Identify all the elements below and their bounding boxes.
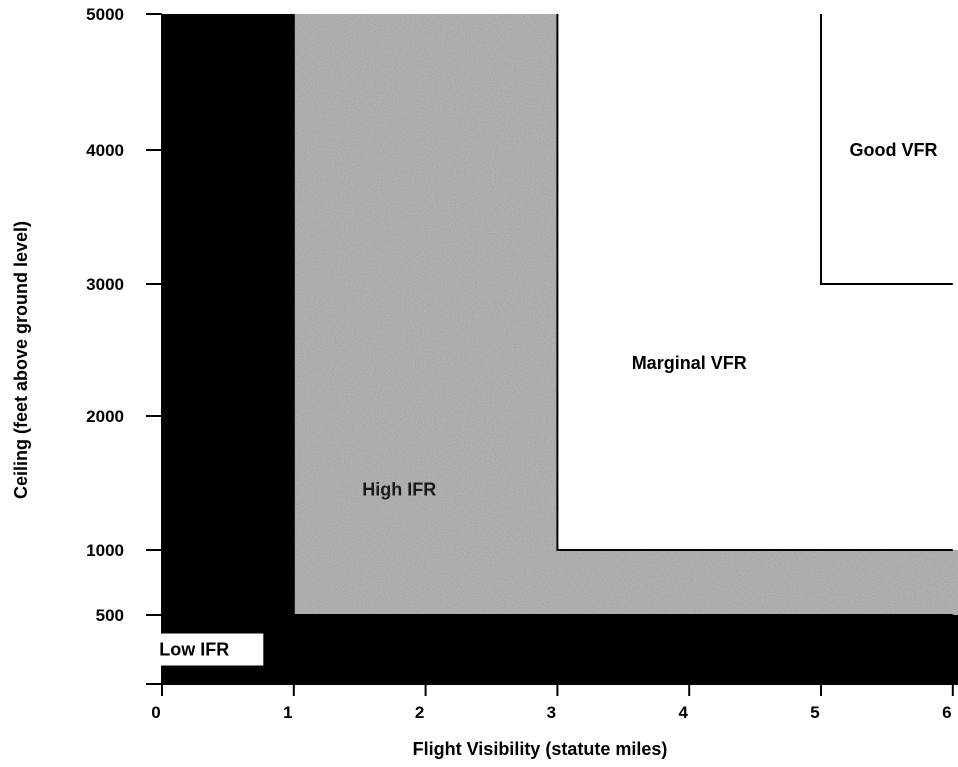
x-tick-label: 5 <box>810 703 819 722</box>
label-high-ifr: High IFR <box>362 480 436 500</box>
y-tick-label: 2000 <box>86 407 124 426</box>
label-marginal-vfr: Marginal VFR <box>632 353 747 373</box>
y-tick-label: 500 <box>96 606 124 625</box>
x-tick-label: 6 <box>942 703 951 722</box>
label-low-ifr: Low IFR <box>159 640 229 660</box>
y-tick-label: 1000 <box>86 541 124 560</box>
label-bg-low-ifr <box>155 633 264 666</box>
boundaries-layer <box>292 14 953 616</box>
x-tick-label: 0 <box>151 703 160 722</box>
y-axis-title: Ceiling (feet above ground level) <box>11 221 31 499</box>
boundary-marginal-vfr-inner <box>556 14 953 551</box>
x-tick-label: 3 <box>547 703 556 722</box>
region-marginal-vfr <box>557 14 958 550</box>
region-low-ifr <box>162 14 958 684</box>
boundary-high-ifr-outer <box>292 14 953 616</box>
regions-layer <box>162 14 958 684</box>
region-good-vfr <box>821 14 958 284</box>
y-tick-label: 3000 <box>86 275 124 294</box>
boundary-good-vfr-inner <box>820 14 953 285</box>
region-high-ifr-texture <box>293 14 958 615</box>
label-good-vfr: Good VFR <box>849 140 937 160</box>
axes-layer: 500 1000 2000 3000 4000 5000 0 1 2 3 4 5 6 <box>86 5 958 722</box>
y-tick-label: 4000 <box>86 141 124 160</box>
y-tick-label: 5000 <box>86 5 124 24</box>
labels-layer: Low IFR High IFR Marginal VFR Good VFR <box>155 140 937 666</box>
x-axis-title: Flight Visibility (statute miles) <box>413 739 668 759</box>
x-tick-label: 1 <box>283 703 292 722</box>
x-tick-label: 2 <box>415 703 424 722</box>
x-tick-label: 4 <box>678 703 688 722</box>
